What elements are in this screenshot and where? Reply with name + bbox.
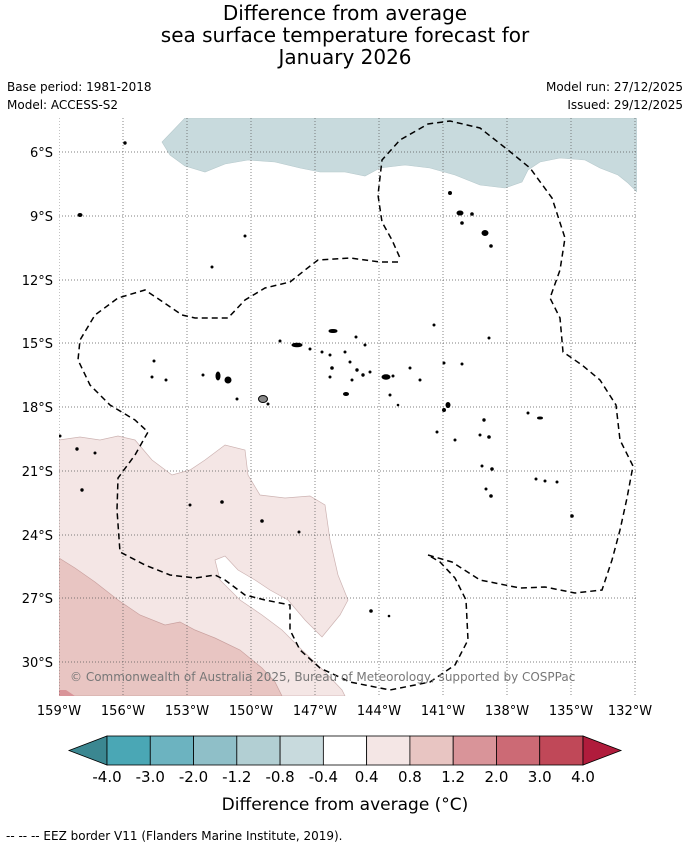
colorbar-segment bbox=[409, 735, 454, 766]
title-line-2: sea surface temperature forecast for bbox=[160, 23, 530, 47]
lat-label: 24°S bbox=[22, 529, 53, 544]
colorbar-tick-label: -2.0 bbox=[179, 768, 208, 786]
colorbar-segment bbox=[496, 735, 541, 766]
lon-label: 144°W bbox=[357, 704, 401, 719]
colorbar-tick-label: -0.4 bbox=[309, 768, 338, 786]
colorbar-extend-low bbox=[67, 735, 108, 766]
colorbar-tick-label: 3.0 bbox=[528, 768, 552, 786]
model-run: Model run: 27/12/2025 bbox=[545, 80, 683, 94]
lat-label: 6°S bbox=[30, 146, 53, 161]
colorbar-tick-label: 2.0 bbox=[485, 768, 509, 786]
lon-label: 159°W bbox=[37, 704, 81, 719]
warm-anomaly-region-strong bbox=[59, 690, 75, 696]
lat-label: 30°S bbox=[22, 656, 53, 671]
colorbar-tick-label: -0.8 bbox=[265, 768, 294, 786]
colorbar-tick-label: -3.0 bbox=[136, 768, 165, 786]
colorbar-segment bbox=[193, 735, 238, 766]
base-period: Base period: 1981-2018 bbox=[7, 80, 152, 94]
longitude-labels: 159°W 156°W 153°W 150°W 147°W 144°W 141°… bbox=[37, 704, 652, 719]
title-line-1: Difference from average bbox=[222, 1, 468, 25]
lon-label: 141°W bbox=[421, 704, 465, 719]
colorbar-tick-label: 4.0 bbox=[571, 768, 595, 786]
colorbar-segment bbox=[106, 735, 151, 766]
colorbar-ticks: -4.0 -3.0 -2.0 -1.2 -0.8 -0.4 0.4 0.8 1.2 2.0 3.0 4… bbox=[92, 768, 595, 786]
colorbar-segment bbox=[149, 735, 194, 766]
lat-label: 18°S bbox=[22, 401, 53, 416]
eez-legend: -- -- -- EEZ border V11 (Flanders Marine… bbox=[6, 829, 343, 843]
lon-label: 135°W bbox=[549, 704, 593, 719]
lon-label: 153°W bbox=[165, 704, 209, 719]
lat-label: 21°S bbox=[22, 465, 53, 480]
colorbar-extend-high bbox=[582, 735, 623, 766]
copyright-notice: © Commonwealth of Australia 2025, Bureau… bbox=[70, 670, 575, 684]
lat-label: 15°S bbox=[22, 337, 53, 352]
lat-label: 12°S bbox=[22, 274, 53, 289]
colorbar-tick-label: 0.4 bbox=[355, 768, 379, 786]
colorbar-segment bbox=[452, 735, 497, 766]
cool-anomaly-region bbox=[161, 118, 637, 193]
title-line-3: January 2026 bbox=[278, 45, 412, 69]
colorbar-segment bbox=[539, 735, 584, 766]
colorbar-label: Difference from average (°C) bbox=[222, 795, 469, 815]
islands bbox=[59, 141, 574, 618]
map-area: © Commonwealth of Australia 2025, Bureau… bbox=[59, 118, 637, 696]
model-name: Model: ACCESS-S2 bbox=[7, 98, 119, 112]
colorbar bbox=[67, 735, 623, 766]
meta-left: Base period: 1981-2018 Model: ACCESS-S2 bbox=[7, 78, 152, 114]
colorbar-tick-label: -4.0 bbox=[92, 768, 121, 786]
lon-label: 132°W bbox=[608, 704, 652, 719]
colorbar-tick-label: 0.8 bbox=[398, 768, 422, 786]
colorbar-segment bbox=[279, 735, 324, 766]
colorbar-segment bbox=[366, 735, 411, 766]
lat-label: 9°S bbox=[30, 210, 53, 225]
map-title: Difference from average sea surface temp… bbox=[0, 2, 690, 68]
lon-label: 150°W bbox=[229, 704, 273, 719]
colorbar-tick-label: -1.2 bbox=[222, 768, 251, 786]
eez-border-west bbox=[77, 257, 469, 691]
lat-label: 27°S bbox=[22, 592, 53, 607]
meta-right: Model run: 27/12/2025 Issued: 29/12/2025 bbox=[546, 78, 683, 114]
colorbar-segment bbox=[322, 735, 368, 766]
colorbar-segment bbox=[236, 735, 281, 766]
graticule bbox=[59, 118, 637, 696]
lon-label: 156°W bbox=[101, 704, 145, 719]
colorbar-tick-label: 1.2 bbox=[441, 768, 465, 786]
lon-label: 147°W bbox=[293, 704, 337, 719]
warm-anomaly-region-medium bbox=[59, 557, 283, 696]
latitude-labels: 6°S 9°S 12°S 15°S 18°S 21°S 24°S 27°S 30… bbox=[22, 146, 53, 671]
issued-date: Issued: 29/12/2025 bbox=[567, 98, 683, 112]
eez-border-east bbox=[377, 120, 634, 594]
lon-label: 138°W bbox=[485, 704, 529, 719]
